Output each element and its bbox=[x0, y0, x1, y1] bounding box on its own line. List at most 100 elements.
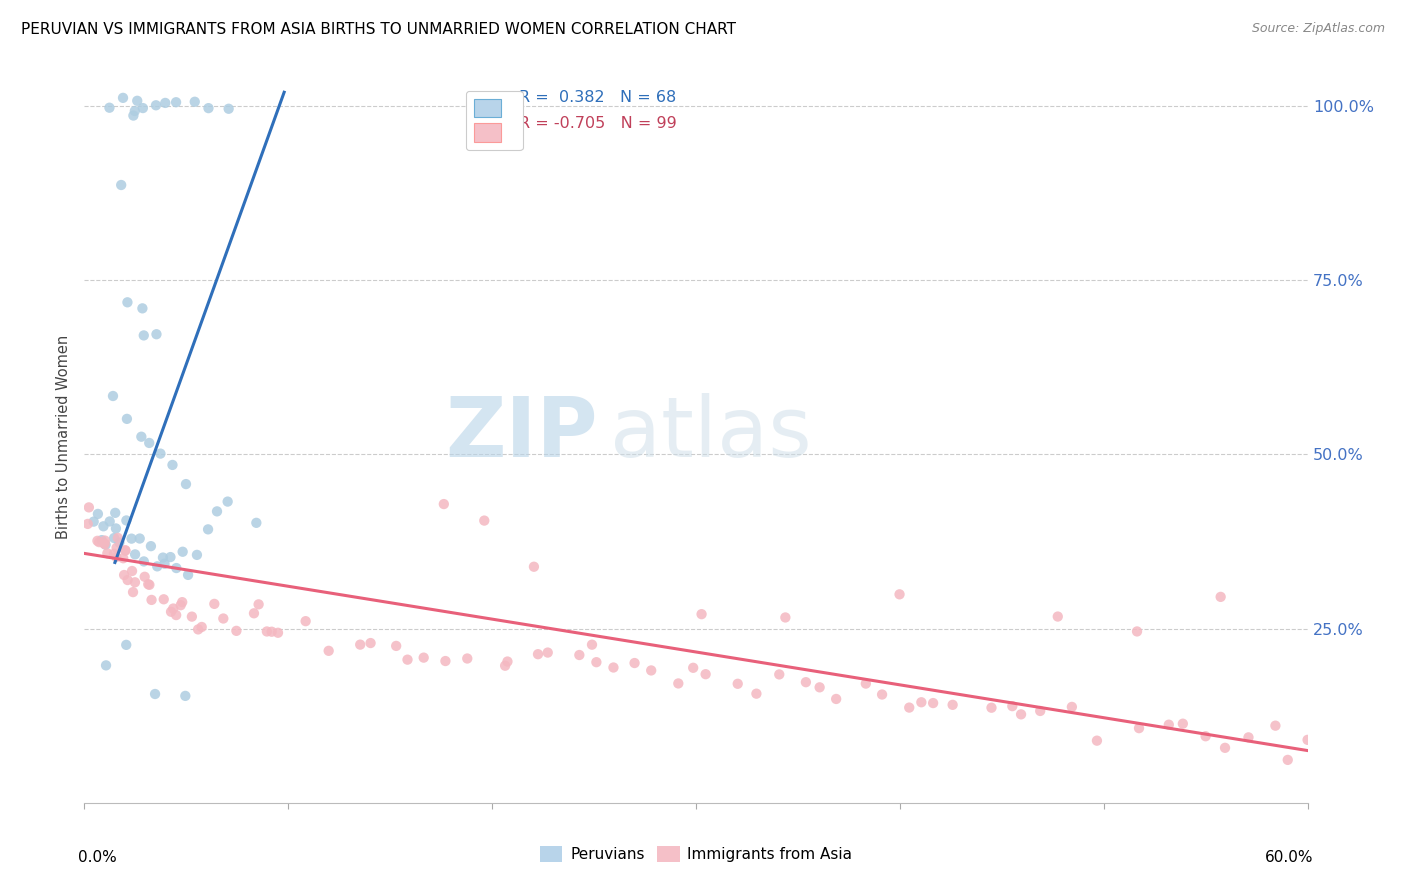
Point bbox=[537, 646, 560, 660]
Point bbox=[134, 570, 156, 584]
Point bbox=[124, 103, 146, 118]
Text: R = -0.705   N = 99: R = -0.705 N = 99 bbox=[519, 116, 676, 131]
Point bbox=[523, 559, 546, 574]
Point bbox=[114, 543, 136, 558]
Point bbox=[1264, 719, 1286, 733]
Point bbox=[87, 507, 110, 521]
Point bbox=[187, 623, 209, 637]
Point bbox=[165, 95, 187, 110]
Point bbox=[568, 648, 591, 662]
Point bbox=[174, 477, 197, 491]
Point bbox=[396, 653, 419, 667]
Point bbox=[131, 301, 153, 316]
Point bbox=[472, 514, 495, 528]
Point bbox=[162, 601, 184, 615]
Point bbox=[942, 698, 965, 712]
Point bbox=[360, 636, 382, 650]
Point bbox=[1277, 753, 1299, 767]
Point bbox=[162, 458, 184, 472]
Point bbox=[870, 688, 893, 702]
Point bbox=[132, 101, 155, 115]
Point bbox=[105, 541, 128, 555]
Point bbox=[108, 535, 131, 549]
Text: R =  0.382   N = 68: R = 0.382 N = 68 bbox=[519, 90, 676, 104]
Point bbox=[623, 656, 645, 670]
Point bbox=[218, 102, 240, 116]
Point bbox=[1029, 704, 1052, 718]
Point bbox=[139, 539, 162, 553]
Point bbox=[217, 494, 239, 508]
Point bbox=[136, 577, 159, 591]
Point bbox=[93, 537, 115, 551]
Point bbox=[434, 654, 457, 668]
Point bbox=[456, 651, 478, 665]
Point bbox=[132, 554, 155, 568]
Point bbox=[581, 638, 603, 652]
Point bbox=[202, 597, 225, 611]
Point bbox=[433, 497, 456, 511]
Point bbox=[155, 95, 177, 110]
Point bbox=[794, 675, 817, 690]
Point bbox=[115, 513, 138, 527]
Y-axis label: Births to Unmarried Women: Births to Unmarried Women bbox=[56, 335, 72, 539]
Point bbox=[122, 585, 145, 599]
Point bbox=[1213, 740, 1236, 755]
Point bbox=[111, 91, 134, 105]
Point bbox=[745, 687, 768, 701]
Point bbox=[76, 516, 98, 531]
Point bbox=[267, 625, 290, 640]
Point bbox=[385, 639, 408, 653]
Point bbox=[177, 568, 200, 582]
Point bbox=[77, 500, 100, 515]
Point bbox=[105, 549, 128, 564]
Point bbox=[1060, 699, 1083, 714]
Point bbox=[98, 101, 121, 115]
Point bbox=[727, 677, 749, 691]
Point bbox=[695, 667, 717, 681]
Point bbox=[602, 660, 624, 674]
Point bbox=[1085, 733, 1108, 747]
Point bbox=[87, 535, 110, 549]
Point bbox=[690, 607, 713, 622]
Point bbox=[128, 532, 150, 546]
Point bbox=[186, 548, 208, 562]
Point bbox=[260, 624, 283, 639]
Point bbox=[149, 447, 172, 461]
Point bbox=[666, 676, 689, 690]
Point bbox=[1126, 624, 1149, 639]
Legend: Peruvians, Immigrants from Asia: Peruvians, Immigrants from Asia bbox=[533, 840, 859, 868]
Point bbox=[212, 611, 235, 625]
Point bbox=[96, 546, 118, 560]
Point bbox=[1171, 716, 1194, 731]
Point bbox=[1209, 590, 1232, 604]
Point bbox=[112, 568, 135, 582]
Point bbox=[294, 614, 316, 628]
Point bbox=[145, 98, 167, 112]
Point bbox=[922, 696, 945, 710]
Point bbox=[115, 412, 138, 426]
Point bbox=[101, 389, 124, 403]
Point bbox=[256, 624, 278, 639]
Point bbox=[775, 610, 797, 624]
Point bbox=[103, 547, 125, 561]
Point bbox=[318, 644, 340, 658]
Point bbox=[152, 592, 174, 607]
Point bbox=[247, 598, 270, 612]
Point bbox=[1157, 717, 1180, 731]
Point bbox=[825, 692, 848, 706]
Point bbox=[527, 647, 550, 661]
Point bbox=[980, 700, 1002, 714]
Point bbox=[889, 587, 911, 601]
Point bbox=[205, 504, 228, 518]
Point bbox=[138, 436, 160, 450]
Point bbox=[1128, 721, 1150, 735]
Point bbox=[910, 695, 932, 709]
Point bbox=[1010, 707, 1032, 722]
Point bbox=[1296, 732, 1319, 747]
Text: atlas: atlas bbox=[610, 392, 813, 474]
Point bbox=[103, 531, 125, 545]
Point bbox=[94, 658, 117, 673]
Point bbox=[174, 689, 197, 703]
Text: 60.0%: 60.0% bbox=[1265, 850, 1313, 865]
Point bbox=[98, 515, 121, 529]
